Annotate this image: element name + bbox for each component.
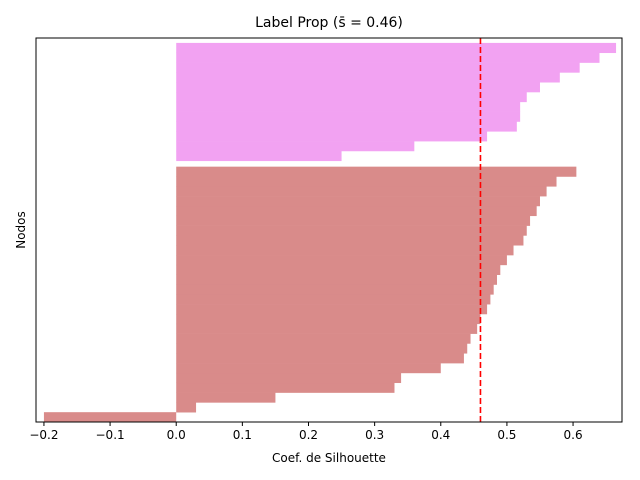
silhouette-bar bbox=[176, 176, 557, 187]
silhouette-bar bbox=[176, 264, 501, 275]
x-tick-label: 0.1 bbox=[233, 428, 252, 442]
x-tick-label: −0.2 bbox=[29, 428, 58, 442]
silhouette-bar bbox=[176, 245, 514, 256]
silhouette-bar bbox=[176, 166, 577, 177]
silhouette-bar bbox=[176, 225, 527, 236]
silhouette-bar bbox=[176, 372, 402, 384]
x-tick-label: 0.2 bbox=[299, 428, 318, 442]
silhouette-bar bbox=[176, 150, 342, 162]
silhouette-bar bbox=[176, 284, 494, 295]
x-tick-label: 0.6 bbox=[564, 428, 583, 442]
silhouette-bar bbox=[176, 205, 537, 217]
silhouette-bar bbox=[176, 255, 507, 266]
silhouette-bar bbox=[176, 382, 395, 393]
silhouette-bar bbox=[176, 323, 478, 334]
x-tick-label: 0.0 bbox=[167, 428, 186, 442]
silhouette-bar bbox=[176, 294, 491, 305]
silhouette-bar bbox=[176, 363, 441, 374]
silhouette-bar bbox=[176, 82, 540, 93]
silhouette-bar bbox=[176, 101, 521, 112]
silhouette-bar bbox=[176, 141, 415, 152]
y-axis-label: Nodos bbox=[14, 211, 28, 249]
silhouette-bar bbox=[176, 343, 468, 354]
x-tick-label: 0.3 bbox=[365, 428, 384, 442]
x-tick-label: 0.4 bbox=[431, 428, 450, 442]
x-tick-label: −0.1 bbox=[96, 428, 125, 442]
silhouette-bar bbox=[43, 412, 177, 423]
silhouette-bar bbox=[176, 111, 521, 122]
silhouette-bar bbox=[176, 196, 540, 207]
silhouette-bar bbox=[176, 353, 464, 364]
axes-frame bbox=[35, 37, 623, 423]
silhouette-bar bbox=[176, 186, 547, 197]
plot-area bbox=[43, 38, 617, 423]
silhouette-bar bbox=[176, 62, 580, 73]
chart-title: Label Prop (s̄ = 0.46) bbox=[255, 15, 403, 31]
silhouette-bar bbox=[176, 313, 481, 325]
silhouette-bar bbox=[176, 42, 617, 54]
x-axis-label: Coef. de Silhouette bbox=[272, 451, 386, 465]
silhouette-bar bbox=[176, 333, 471, 344]
silhouette-bar bbox=[176, 92, 527, 103]
silhouette-bar bbox=[176, 402, 197, 413]
silhouette-bar bbox=[176, 131, 488, 142]
silhouette-bar bbox=[176, 52, 600, 63]
x-tick-label: 0.5 bbox=[497, 428, 516, 442]
silhouette-bar bbox=[176, 304, 488, 315]
silhouette-bar bbox=[176, 235, 524, 246]
silhouette-bar bbox=[176, 121, 517, 132]
silhouette-bar bbox=[176, 72, 560, 83]
silhouette-bar bbox=[176, 274, 497, 285]
silhouette-bar bbox=[176, 392, 276, 403]
silhouette-bar bbox=[176, 215, 531, 226]
